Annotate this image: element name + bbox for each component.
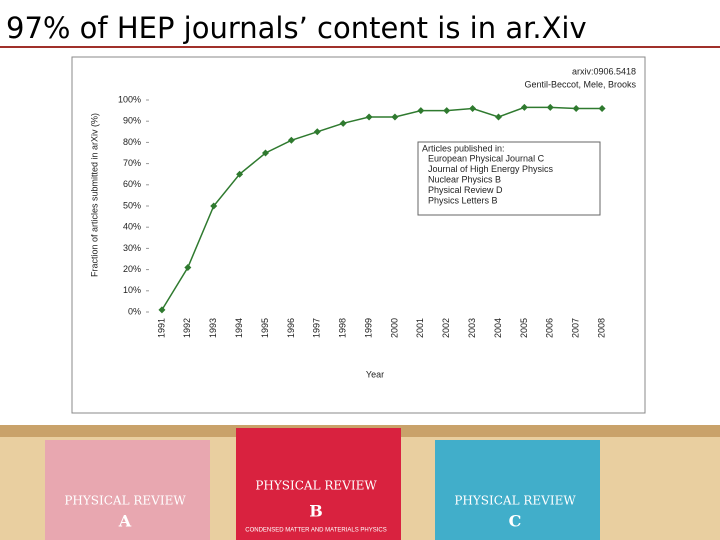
x-tick-label: 2005 (519, 318, 529, 338)
y-tick-label: 100% (118, 94, 141, 104)
marker (520, 103, 528, 111)
legend-title: Articles published in: (422, 143, 505, 153)
y-tick-label: 60% (123, 179, 141, 189)
annotation: Gentil-Beccot, Mele, Brooks (524, 79, 636, 89)
book-title: Physical Review (255, 479, 377, 493)
x-tick-label: 1999 (363, 318, 373, 338)
book-letter: A (118, 512, 132, 531)
y-tick-label: 30% (123, 243, 141, 253)
legend-item: Nuclear Physics B (428, 174, 501, 184)
marker (210, 202, 218, 210)
x-tick-label: 2002 (441, 318, 451, 338)
marker (417, 107, 425, 115)
y-axis-label: Fraction of articles submitted in arXiv … (89, 113, 99, 277)
marker (443, 107, 451, 115)
x-tick-label: 2001 (415, 318, 425, 338)
y-tick-label: 10% (123, 285, 141, 295)
x-tick-label: 2003 (467, 318, 477, 338)
marker (391, 113, 399, 121)
x-tick-label: 1993 (208, 318, 218, 338)
book-letter: C (509, 512, 522, 531)
marker (339, 119, 347, 127)
book-title: Physical Review (454, 494, 576, 508)
x-tick-label: 1992 (182, 318, 192, 338)
marker (365, 113, 373, 121)
marker (158, 306, 166, 314)
book-subtitle: Condensed Matter and Materials Physics (245, 528, 386, 534)
marker (313, 128, 321, 136)
chart-frame (71, 56, 646, 414)
y-tick-label: 0% (128, 306, 141, 316)
y-tick-label: 90% (123, 116, 141, 126)
book (236, 428, 401, 540)
legend-item: Physics Letters B (428, 195, 498, 205)
marker (495, 113, 502, 121)
legend-box (417, 141, 601, 216)
marker (262, 149, 269, 157)
legend-item: European Physical Journal C (428, 153, 545, 163)
y-tick-label: 70% (123, 158, 141, 168)
photo: Physical Review A Physical Review B Condense… (0, 425, 720, 540)
marker (236, 170, 244, 178)
legend-item: Physical Review D (428, 185, 503, 195)
series-line (161, 106, 603, 311)
annotation: arxiv:0906.5418 (572, 66, 636, 76)
marker (572, 104, 580, 112)
x-tick-label: 2008 (596, 318, 606, 338)
x-tick-label: 1994 (234, 318, 244, 338)
x-axis-label: Year (366, 369, 384, 379)
book (435, 440, 600, 540)
book-title: Physical Review (64, 494, 186, 508)
marker (546, 103, 554, 111)
x-tick-label: 2007 (571, 318, 581, 338)
x-tick-label: 1996 (286, 318, 296, 338)
y-tick-label: 80% (123, 137, 141, 147)
marker (287, 136, 295, 144)
x-tick-label: 2000 (389, 318, 399, 338)
slide-title: 97% of HEP journals’ content is in ar.Xi… (6, 11, 587, 45)
x-tick-label: 2006 (545, 318, 555, 338)
book-letter: B (309, 502, 323, 521)
y-tick-label: 20% (123, 264, 141, 274)
x-tick-label: 2004 (493, 318, 503, 338)
y-tick-label: 50% (123, 200, 141, 210)
marker (184, 263, 192, 271)
marker (469, 104, 477, 112)
y-tick-label: 40% (123, 222, 141, 232)
x-tick-label: 1991 (156, 318, 166, 338)
legend-item: Journal of High Energy Physics (428, 164, 554, 174)
x-tick-label: 1995 (260, 318, 270, 338)
x-tick-label: 1998 (338, 318, 348, 338)
x-tick-label: 1997 (312, 318, 322, 338)
book (45, 440, 210, 540)
marker (598, 104, 606, 112)
